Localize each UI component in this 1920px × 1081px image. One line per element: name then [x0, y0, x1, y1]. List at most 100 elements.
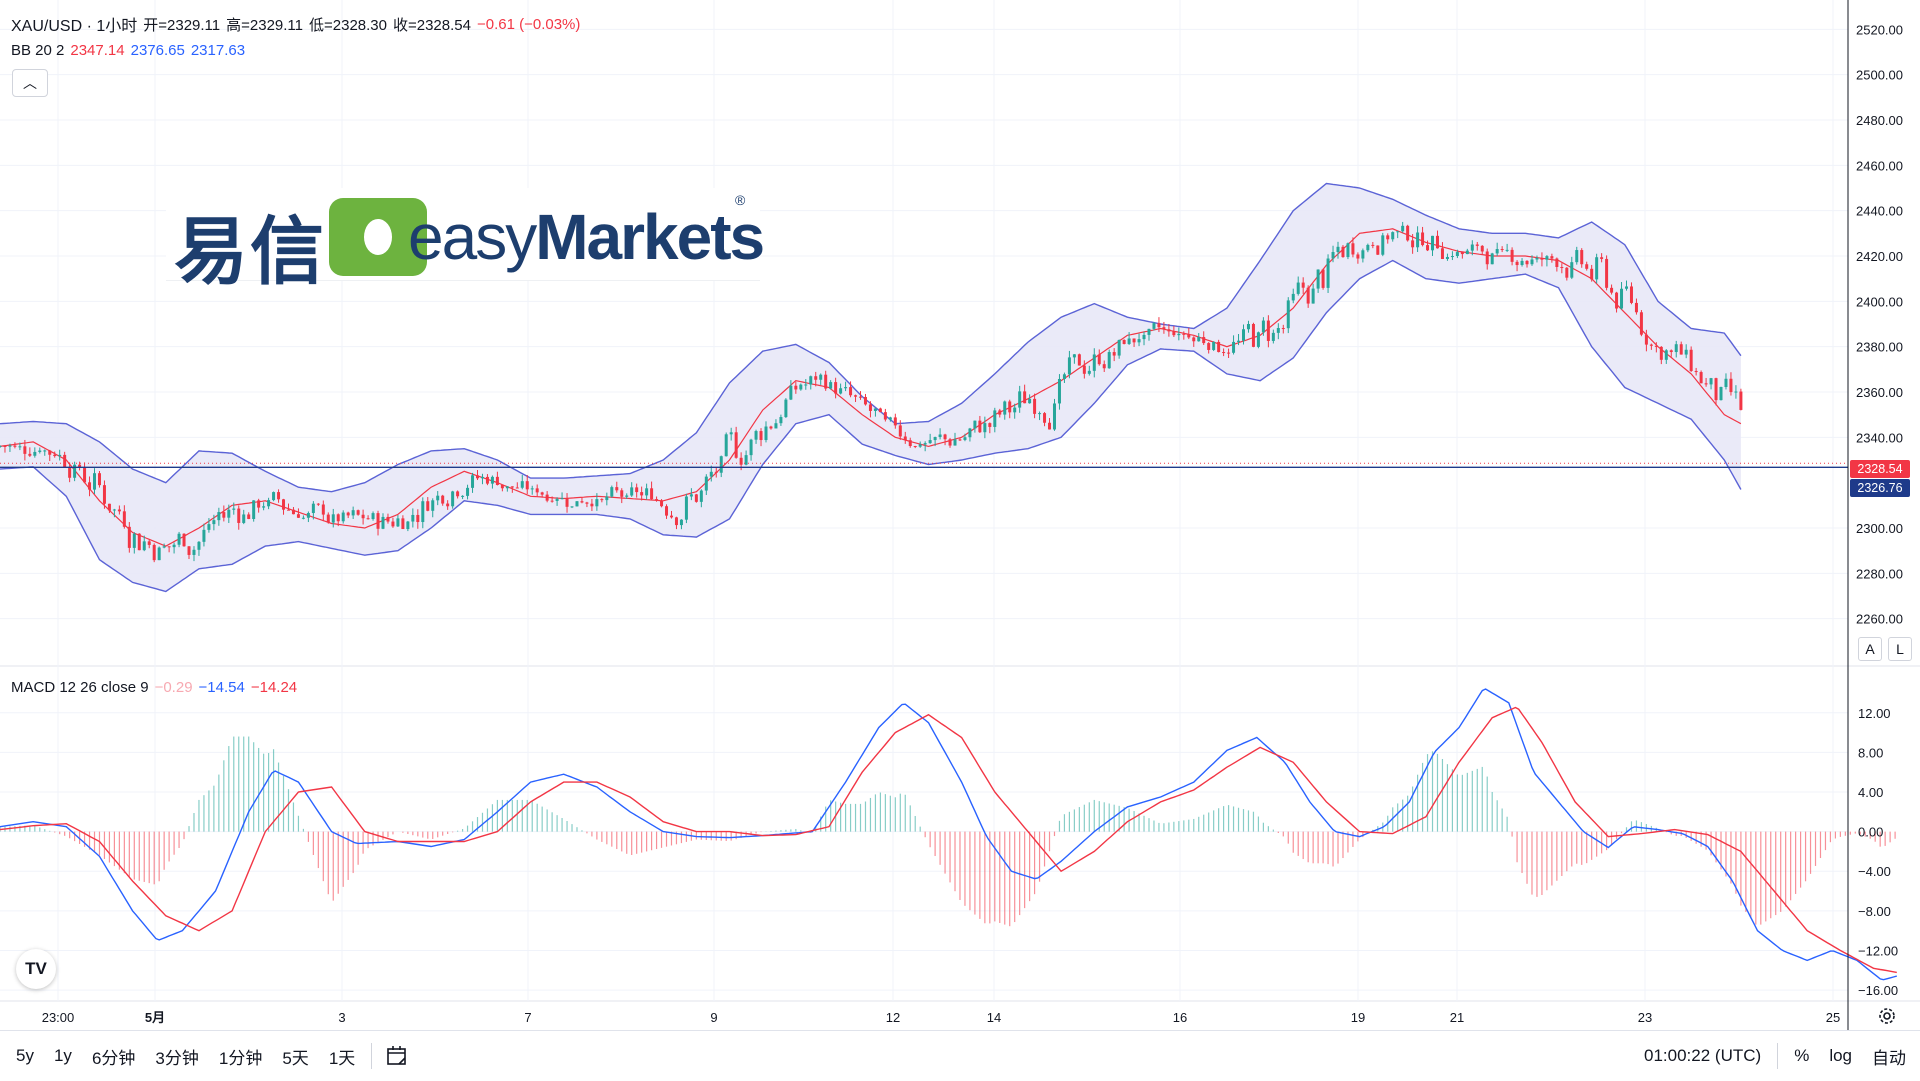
candle-body — [1182, 333, 1186, 335]
candle-body — [1082, 365, 1086, 374]
candle-body — [1629, 286, 1633, 303]
candle-body — [684, 496, 688, 520]
candle-body — [122, 511, 126, 527]
range-1m[interactable]: 1分钟 — [218, 1048, 263, 1068]
candle-body — [1689, 349, 1693, 371]
settings-gear-icon[interactable] — [1876, 1005, 1898, 1027]
candle-body — [1137, 339, 1141, 343]
candle-body — [117, 509, 121, 512]
candle-body — [1311, 288, 1315, 304]
candle-body — [485, 476, 489, 484]
bb-legend[interactable]: BB 20 2 2347.14 2376.65 2317.63 — [11, 42, 245, 59]
candle-body — [267, 500, 271, 507]
candle-body — [177, 533, 181, 545]
utc-clock[interactable]: 01:00:22 (UTC) — [1644, 1046, 1762, 1065]
price-tick-label: 2380.00 — [1856, 340, 1903, 355]
candle-body — [824, 374, 828, 389]
candle-body — [78, 464, 82, 468]
candle-body — [923, 443, 927, 445]
candle-body — [1162, 327, 1166, 330]
candle-body — [1411, 240, 1415, 248]
candle-body — [719, 456, 723, 473]
candle-body — [316, 503, 320, 505]
log-scale-button[interactable]: L — [1888, 637, 1912, 661]
range-5d[interactable]: 5天 — [282, 1048, 309, 1068]
candle-body — [1003, 401, 1007, 415]
symbol-title[interactable]: XAU/USD · 1小时 — [11, 18, 138, 35]
price-tick-label: 2440.00 — [1856, 204, 1903, 219]
candle-body — [983, 423, 987, 433]
candle-body — [1679, 344, 1683, 355]
candle-body — [784, 399, 788, 418]
price-tick-label: 2280.00 — [1856, 566, 1903, 581]
candle-body — [1296, 282, 1300, 294]
macd-tick-label: −12.00 — [1858, 943, 1898, 958]
candle-body — [883, 412, 887, 420]
auto-toggle[interactable]: 自动 — [1872, 1048, 1906, 1068]
range-6m[interactable]: 6分钟 — [91, 1048, 136, 1068]
time-tick-label: 21 — [1450, 1010, 1464, 1025]
candle-body — [1450, 256, 1454, 258]
signal-line — [0, 706, 1897, 974]
candle-body — [590, 503, 594, 507]
candle-body — [1500, 249, 1504, 251]
percent-toggle[interactable]: % — [1794, 1046, 1810, 1065]
candle-body — [480, 476, 484, 479]
tradingview-logo-icon[interactable]: TV — [16, 949, 56, 989]
candle-body — [286, 509, 290, 511]
candle-body — [1639, 312, 1643, 335]
candle-body — [202, 529, 206, 542]
chart-canvas[interactable]: 2520.00 2500.00 2480.00 2460.00 2440.00 2420.… — [0, 0, 1920, 1030]
candle-body — [43, 450, 47, 452]
candle-body — [88, 482, 92, 490]
candle-body — [620, 490, 624, 497]
bb-label: BB 20 2 — [11, 42, 65, 59]
range-3m[interactable]: 3分钟 — [155, 1048, 199, 1068]
candle-body — [1401, 225, 1405, 232]
candle-body — [426, 501, 430, 511]
candle-body — [968, 428, 972, 438]
candle-body — [650, 488, 654, 500]
candle-body — [714, 471, 718, 473]
log-toggle[interactable]: log — [1829, 1046, 1852, 1065]
range-5y[interactable]: 5y — [16, 1046, 34, 1065]
candle-body — [282, 499, 286, 510]
candle-body — [1212, 341, 1216, 350]
bottom-toolbar: 5y 1y 6分钟 3分钟 1分钟 5天 1天 01:00:22 (UTC) %… — [0, 1030, 1920, 1081]
candle-body — [515, 487, 519, 489]
candle-body — [1435, 235, 1439, 249]
candle-body — [585, 502, 589, 504]
candle-body — [1147, 328, 1151, 335]
calendar-icon[interactable] — [384, 1043, 410, 1069]
ohlc-open: 开=2329.11 — [143, 16, 221, 34]
price-tick-label: 2260.00 — [1856, 612, 1903, 627]
candle-body — [1565, 267, 1569, 278]
candle-body — [132, 533, 136, 548]
logo-registered-mark: ® — [735, 192, 746, 208]
candle-body — [1301, 282, 1305, 288]
bollinger-bands — [0, 182, 1742, 593]
candle-body — [525, 481, 529, 490]
candle-body — [1729, 378, 1733, 393]
candle-body — [1251, 323, 1255, 347]
candlesticks[interactable] — [0, 221, 1743, 563]
candle-body — [530, 488, 534, 490]
candle-body — [1475, 244, 1479, 246]
range-1d[interactable]: 1天 — [328, 1048, 356, 1068]
candle-body — [1535, 257, 1539, 260]
collapse-legend-button[interactable]: ︿ — [12, 69, 48, 97]
macd-legend[interactable]: MACD 12 26 close 9 −0.29 −14.54 −14.24 — [11, 679, 297, 696]
candle-body — [1684, 349, 1688, 355]
candle-body — [1217, 341, 1221, 353]
auto-scale-button[interactable]: A — [1858, 637, 1882, 661]
candle-body — [863, 396, 867, 405]
line-price-badge: 2326.76 — [1850, 479, 1910, 497]
macd-panel[interactable] — [0, 688, 1897, 981]
candle-body — [978, 420, 982, 433]
range-1y[interactable]: 1y — [53, 1046, 72, 1065]
candle-body — [1714, 378, 1718, 401]
candle-body — [291, 509, 295, 515]
candle-body — [1445, 256, 1449, 260]
macd-signal-value: −14.24 — [250, 679, 298, 696]
ohlc-high: 高=2329.11 — [226, 16, 303, 34]
